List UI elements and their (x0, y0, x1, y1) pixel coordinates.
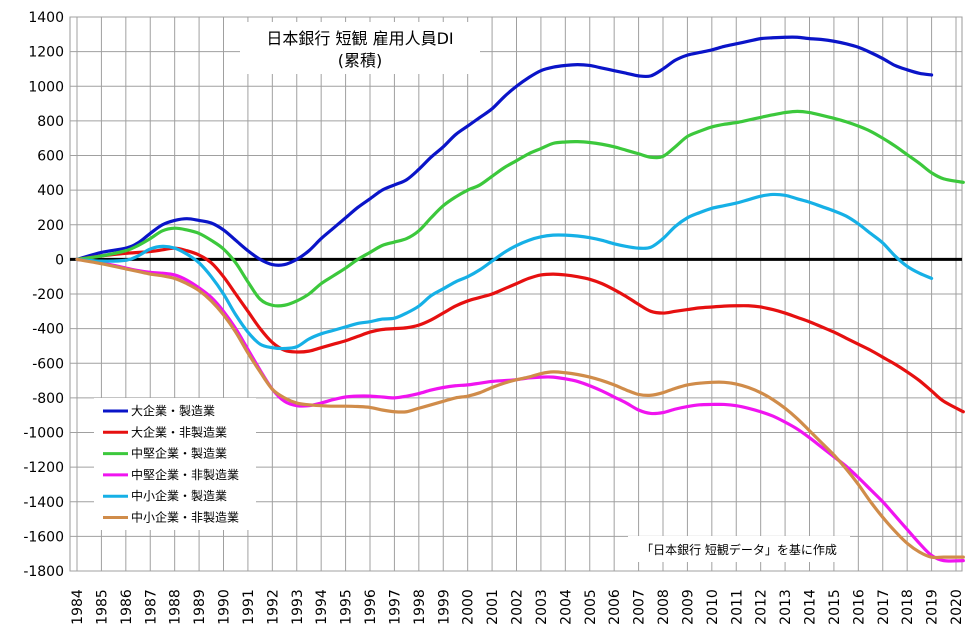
x-tick-label: 2014 (803, 589, 819, 625)
y-tick-label: -600 (32, 356, 64, 372)
x-tick-label: 2006 (607, 589, 623, 625)
x-tick-label: 1997 (387, 589, 403, 625)
x-tick-label: 1985 (94, 589, 110, 625)
x-tick-label: 1988 (168, 589, 184, 625)
x-tick-label: 2017 (876, 589, 892, 625)
x-tick-label: 1998 (412, 589, 428, 625)
chart-title: 日本銀行 短観 雇用人員DI (266, 29, 453, 48)
x-tick-label: 1989 (192, 589, 208, 625)
legend-background (94, 398, 256, 530)
source-note-box: 「日本銀行 短観データ」を基に作成 (628, 536, 850, 562)
x-tick-label: 1986 (119, 589, 135, 625)
source-note-background (628, 536, 850, 562)
y-tick-label: -1400 (23, 495, 64, 511)
x-tick-label: 2020 (949, 589, 965, 625)
y-tick-label: 1400 (28, 10, 64, 26)
chart-subtitle: (累積) (338, 51, 383, 70)
x-tick-label: 2019 (925, 589, 941, 625)
series-line-1 (75, 35, 934, 267)
x-tick-label: 1999 (436, 589, 452, 625)
legend-label-1: 大企業・製造業 (131, 403, 215, 418)
series-layer (75, 35, 965, 563)
x-tick-label: 2008 (656, 589, 672, 625)
y-tick-label: -1600 (23, 529, 64, 545)
chart-title-box: 日本銀行 短観 雇用人員DI (累積) (240, 22, 480, 74)
y-tick-label: -1000 (23, 426, 64, 442)
legend: 大企業・製造業大企業・非製造業中堅企業・製造業中堅企業・非製造業中小企業・製造業… (94, 398, 256, 530)
x-tick-label: 2011 (729, 589, 745, 625)
y-tick-label: -1200 (23, 460, 64, 476)
legend-label-3: 中堅企業・製造業 (131, 446, 227, 461)
x-tick-label: 2004 (558, 589, 574, 625)
x-tick-label: 1992 (265, 589, 281, 625)
x-tick-label: 1994 (314, 589, 330, 625)
y-tick-label: -800 (32, 391, 64, 407)
y-tick-label: 0 (55, 252, 64, 268)
source-note: 「日本銀行 短観データ」を基に作成 (641, 542, 837, 557)
y-tick-label: 200 (37, 218, 64, 234)
series-line-6 (75, 257, 965, 560)
series-line-2 (75, 246, 965, 414)
x-tick-label: 1987 (143, 589, 159, 625)
x-tick-label: 1984 (70, 589, 86, 625)
y-tick-label: 1000 (28, 79, 64, 95)
x-tick-label: 2018 (900, 589, 916, 625)
x-tick-label: 2002 (510, 589, 526, 625)
x-tick-label: 2001 (485, 589, 501, 625)
x-tick-label: 2013 (778, 589, 794, 625)
legend-label-6: 中小企業・非製造業 (131, 510, 239, 525)
x-tick-label: 2003 (534, 589, 550, 625)
y-tick-label: 1200 (28, 45, 64, 61)
y-tick-label: 800 (37, 114, 64, 130)
series-line-5 (75, 192, 934, 351)
x-tick-label: 2000 (461, 589, 477, 625)
legend-label-4: 中堅企業・非製造業 (131, 467, 239, 482)
y-tick-label: -200 (32, 287, 64, 303)
x-tick-label: 1991 (241, 589, 257, 625)
x-tick-label: 2005 (583, 589, 599, 625)
x-tick-label: 1993 (290, 589, 306, 625)
tick-label-layer: -1800 -1600 -1400 -1200 -1000 -800 -600 -400 -20… (23, 10, 965, 625)
legend-label-5: 中小企業・製造業 (131, 488, 227, 503)
y-tick-label: -1800 (23, 564, 64, 580)
y-tick-label: -400 (32, 322, 64, 338)
x-tick-label: 1996 (363, 589, 379, 625)
title-background (240, 22, 480, 74)
x-tick-label: 2012 (754, 589, 770, 625)
x-tick-label: 1995 (339, 589, 355, 625)
x-tick-label: 2009 (680, 589, 696, 625)
x-tick-label: 2015 (827, 589, 843, 625)
series-line-3 (75, 109, 965, 308)
x-tick-label: 2016 (851, 589, 867, 625)
x-tick-label: 2007 (632, 589, 648, 625)
y-tick-label: 600 (37, 149, 64, 165)
x-tick-label: 2010 (705, 589, 721, 625)
y-tick-label: 400 (37, 183, 64, 199)
x-tick-label: 1990 (217, 589, 233, 625)
legend-label-2: 大企業・非製造業 (131, 424, 227, 439)
